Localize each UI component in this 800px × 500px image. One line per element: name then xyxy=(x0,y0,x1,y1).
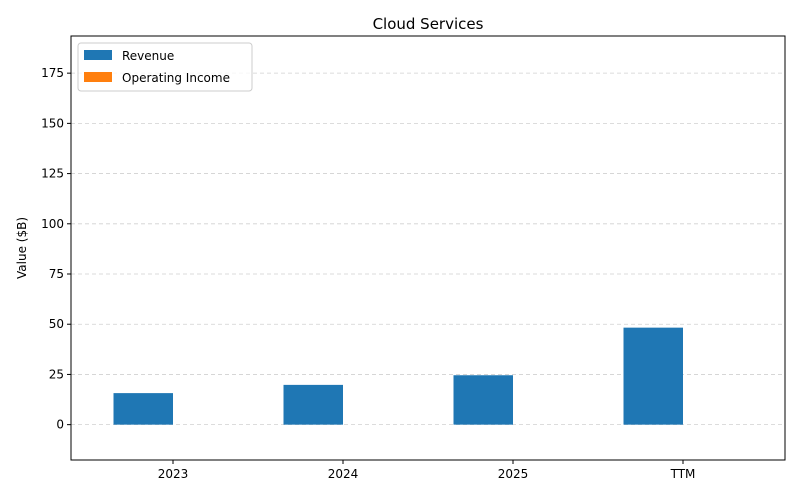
legend-swatch-revenue xyxy=(84,50,112,60)
y-tick-label: 175 xyxy=(41,66,64,80)
y-tick-label: 50 xyxy=(49,317,64,331)
x-tick-label: 2025 xyxy=(498,467,529,481)
legend-swatch-operating-income xyxy=(84,72,112,82)
plot-frame xyxy=(70,35,786,461)
y-tick-label: 75 xyxy=(49,267,64,281)
y-axis-label: Value ($B) xyxy=(15,217,29,279)
y-tick-label: 25 xyxy=(49,367,64,381)
bar-revenue xyxy=(623,327,683,425)
bar-revenue xyxy=(453,375,513,425)
legend-label-operating-income: Operating Income xyxy=(122,71,230,85)
y-tick-label: 150 xyxy=(41,116,64,130)
legend-label-revenue: Revenue xyxy=(122,49,174,63)
x-tick-label: 2023 xyxy=(158,467,189,481)
chart-title: Cloud Services xyxy=(373,15,484,33)
legend-box xyxy=(77,42,253,92)
y-tick-label: 100 xyxy=(41,217,64,231)
x-tick-label: 2024 xyxy=(328,467,359,481)
y-axis-ticks: 0 25 50 75 100 125 150 175 xyxy=(41,66,71,432)
x-tick-label: TTM xyxy=(670,467,696,481)
legend: Revenue Operating Income xyxy=(77,42,253,92)
bar-revenue xyxy=(113,393,173,425)
y-tick-label: 125 xyxy=(41,167,64,181)
bar-revenue xyxy=(283,384,343,425)
y-tick-label: 0 xyxy=(56,418,64,432)
bars xyxy=(113,327,683,425)
x-axis-ticks: 2023 2024 2025 TTM xyxy=(158,460,696,481)
